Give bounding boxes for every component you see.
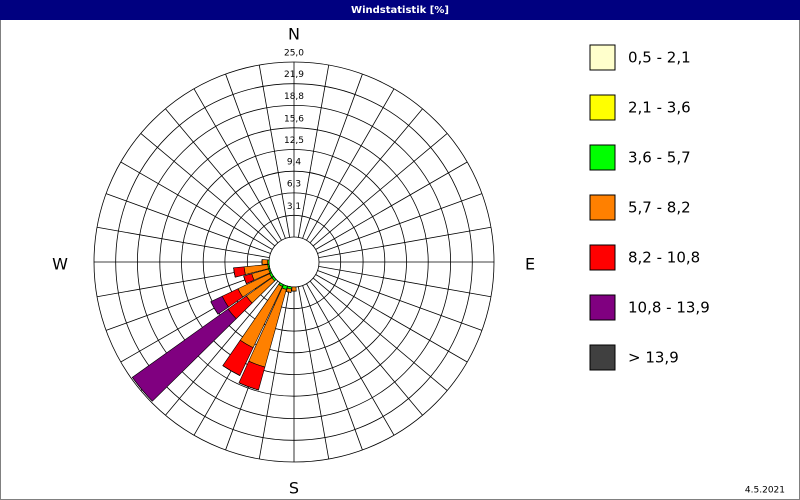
chart-title: Windstatistik [%] xyxy=(351,5,449,16)
legend-swatch xyxy=(589,294,616,321)
date: 4.5.2021 xyxy=(745,486,785,496)
ring xyxy=(159,127,429,397)
ring xyxy=(115,83,473,441)
wind-segment xyxy=(233,267,236,278)
tick-label: 21,9 xyxy=(284,70,304,80)
compass-n: N xyxy=(288,25,300,44)
wind-segment xyxy=(261,259,269,265)
legend-label: 0,5 - 2,1 xyxy=(628,49,691,67)
legend-label: 8,2 - 10,8 xyxy=(628,249,700,267)
tick-label: 18,8 xyxy=(284,92,304,102)
wind-segment xyxy=(291,286,297,292)
legend-swatch xyxy=(589,144,616,171)
compass-s: S xyxy=(289,479,299,498)
wind-segment xyxy=(210,301,219,315)
ring xyxy=(181,149,407,375)
title-bar xyxy=(0,0,800,20)
compass-e: E xyxy=(525,255,535,274)
tick-label: 12,5 xyxy=(284,136,304,146)
legend-swatch xyxy=(589,44,616,71)
ring xyxy=(136,104,452,420)
legend-swatch xyxy=(589,244,616,271)
ring xyxy=(93,61,495,463)
legend-label: > 13,9 xyxy=(628,349,679,367)
ring xyxy=(246,214,342,310)
wind-segment xyxy=(132,377,153,402)
wind-segment xyxy=(238,382,259,391)
legend-label: 5,7 - 8,2 xyxy=(628,199,691,217)
legend-label: 2,1 - 3,6 xyxy=(628,99,691,117)
legend-swatch xyxy=(589,344,616,371)
compass-w: W xyxy=(52,255,68,274)
wind-segment xyxy=(243,275,247,284)
ring xyxy=(202,170,386,354)
tick-label: 3,1 xyxy=(287,202,301,212)
tick-label: 6,3 xyxy=(287,179,301,189)
tick-label: 9,4 xyxy=(287,158,302,168)
legend-label: 10,8 - 13,9 xyxy=(628,299,710,317)
ring xyxy=(224,192,364,332)
legend-swatch xyxy=(589,194,616,221)
tick-label: 25,0 xyxy=(284,49,304,59)
tick-label: 15,6 xyxy=(284,114,304,124)
legend-swatch xyxy=(589,94,616,121)
legend-label: 3,6 - 5,7 xyxy=(628,149,691,167)
